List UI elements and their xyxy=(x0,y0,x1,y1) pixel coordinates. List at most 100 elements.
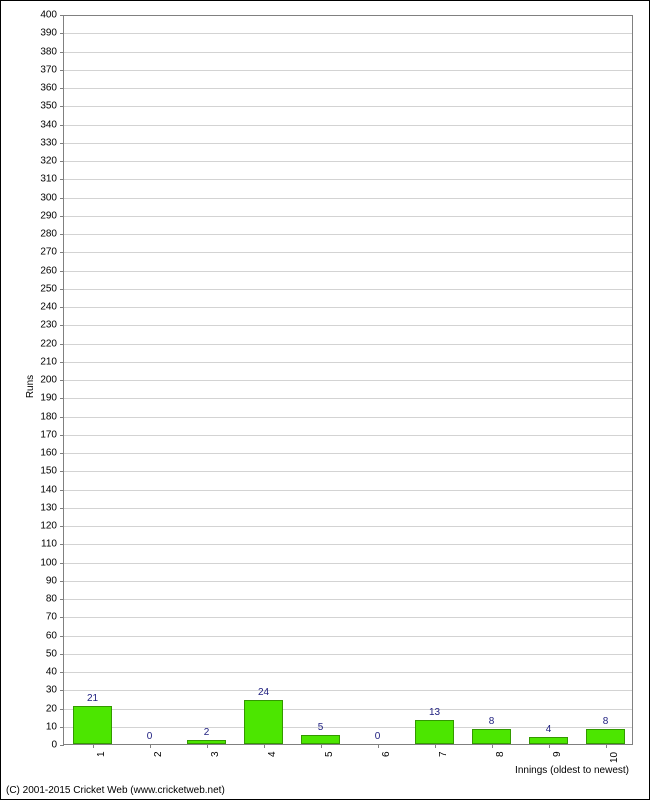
y-tick-label: 210 xyxy=(27,356,57,367)
y-tick-label: 350 xyxy=(27,101,57,112)
x-tickmark xyxy=(93,744,94,748)
gridline xyxy=(64,52,632,53)
gridline xyxy=(64,654,632,655)
y-tick-label: 390 xyxy=(27,28,57,39)
y-tick-label: 380 xyxy=(27,46,57,57)
y-tickmark xyxy=(60,398,64,399)
x-tick-label: 10 xyxy=(609,752,620,763)
bar xyxy=(529,737,569,744)
y-tickmark xyxy=(60,745,64,746)
bar-value-label: 8 xyxy=(603,716,609,727)
y-tick-label: 280 xyxy=(27,229,57,240)
y-tickmark xyxy=(60,453,64,454)
gridline xyxy=(64,216,632,217)
y-tick-label: 260 xyxy=(27,265,57,276)
plot-area: 2102245013848 xyxy=(63,15,633,745)
y-tickmark xyxy=(60,33,64,34)
x-tick-label: 2 xyxy=(153,751,164,757)
y-tick-label: 50 xyxy=(27,648,57,659)
gridline xyxy=(64,161,632,162)
y-tickmark xyxy=(60,709,64,710)
gridline xyxy=(64,417,632,418)
copyright-text: (C) 2001-2015 Cricket Web (www.cricketwe… xyxy=(6,785,225,796)
gridline xyxy=(64,143,632,144)
bar-value-label: 5 xyxy=(318,722,324,733)
gridline xyxy=(64,544,632,545)
bar xyxy=(415,720,455,744)
y-tick-label: 330 xyxy=(27,137,57,148)
x-tickmark xyxy=(435,744,436,748)
y-tickmark xyxy=(60,88,64,89)
gridline xyxy=(64,252,632,253)
y-tickmark xyxy=(60,508,64,509)
gridline xyxy=(64,344,632,345)
y-tick-label: 0 xyxy=(27,740,57,751)
chart-container: 2102245013848 Runs Innings (oldest to ne… xyxy=(0,0,650,800)
y-tick-label: 190 xyxy=(27,393,57,404)
y-tick-label: 120 xyxy=(27,521,57,532)
bar xyxy=(472,729,512,744)
x-tick-label: 1 xyxy=(96,751,107,757)
y-tick-label: 40 xyxy=(27,667,57,678)
gridline xyxy=(64,435,632,436)
y-tick-label: 180 xyxy=(27,411,57,422)
gridline xyxy=(64,508,632,509)
gridline xyxy=(64,234,632,235)
y-tickmark xyxy=(60,636,64,637)
y-tickmark xyxy=(60,563,64,564)
y-tick-label: 320 xyxy=(27,156,57,167)
y-tickmark xyxy=(60,143,64,144)
gridline xyxy=(64,88,632,89)
gridline xyxy=(64,70,632,71)
y-tick-label: 310 xyxy=(27,174,57,185)
x-tickmark xyxy=(264,744,265,748)
x-tick-label: 9 xyxy=(552,751,563,757)
x-tickmark xyxy=(378,744,379,748)
y-tickmark xyxy=(60,307,64,308)
bar xyxy=(301,735,341,744)
y-tick-label: 80 xyxy=(27,594,57,605)
y-tickmark xyxy=(60,417,64,418)
y-tickmark xyxy=(60,344,64,345)
y-tick-label: 160 xyxy=(27,448,57,459)
y-tickmark xyxy=(60,179,64,180)
gridline xyxy=(64,617,632,618)
gridline xyxy=(64,398,632,399)
y-tick-label: 290 xyxy=(27,210,57,221)
gridline xyxy=(64,271,632,272)
y-tickmark xyxy=(60,52,64,53)
y-tickmark xyxy=(60,252,64,253)
y-tick-label: 370 xyxy=(27,64,57,75)
y-tickmark xyxy=(60,216,64,217)
y-tick-label: 30 xyxy=(27,685,57,696)
x-tick-label: 8 xyxy=(495,751,506,757)
x-tickmark xyxy=(207,744,208,748)
gridline xyxy=(64,490,632,491)
y-tick-label: 270 xyxy=(27,247,57,258)
y-tickmark xyxy=(60,690,64,691)
y-tickmark xyxy=(60,526,64,527)
y-tick-label: 130 xyxy=(27,502,57,513)
y-tick-label: 250 xyxy=(27,283,57,294)
y-tickmark xyxy=(60,727,64,728)
y-tickmark xyxy=(60,125,64,126)
bar-value-label: 24 xyxy=(258,687,269,698)
y-tick-label: 110 xyxy=(27,539,57,550)
y-tickmark xyxy=(60,654,64,655)
bar-value-label: 4 xyxy=(546,724,552,735)
y-tickmark xyxy=(60,161,64,162)
x-tick-label: 3 xyxy=(210,751,221,757)
y-tick-label: 240 xyxy=(27,302,57,313)
x-tick-label: 7 xyxy=(438,751,449,757)
y-tick-label: 170 xyxy=(27,429,57,440)
y-tickmark xyxy=(60,599,64,600)
y-tick-label: 360 xyxy=(27,83,57,94)
gridline xyxy=(64,563,632,564)
gridline xyxy=(64,471,632,472)
y-tick-label: 400 xyxy=(27,10,57,21)
gridline xyxy=(64,289,632,290)
y-tickmark xyxy=(60,435,64,436)
y-tickmark xyxy=(60,70,64,71)
y-tick-label: 230 xyxy=(27,320,57,331)
gridline xyxy=(64,362,632,363)
